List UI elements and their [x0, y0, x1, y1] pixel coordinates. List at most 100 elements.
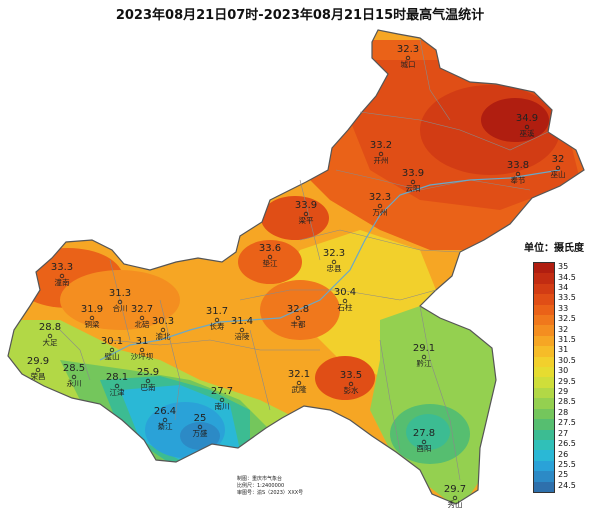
station-marker: 31 沙坪坝 — [131, 336, 154, 361]
station-dot — [47, 333, 53, 339]
stations-layer: 32.3 城口 34.9 巫溪 33.2 开州 33.9 云阳 33.8 奉节 32 巫山 32.3 万州… — [27, 44, 566, 509]
legend-title: 单位：摄氏度 — [524, 243, 584, 254]
legend-label: 34.5 — [558, 272, 576, 282]
station-name: 潼南 — [55, 277, 70, 287]
station-dot — [160, 327, 166, 333]
station-name: 秀山 — [448, 499, 463, 509]
legend-label: 30.5 — [558, 355, 576, 365]
station-dot — [35, 367, 41, 373]
legend-label: 28.5 — [558, 397, 576, 407]
legend-swatch — [534, 460, 554, 472]
station-dot — [71, 374, 77, 380]
station-dot — [331, 259, 337, 265]
legend-label: 25 — [558, 470, 569, 480]
station-name: 永川 — [67, 378, 82, 388]
station-dot — [109, 347, 115, 353]
station-name: 万盛 — [193, 428, 208, 438]
station-name: 南川 — [215, 401, 230, 411]
legend-label: 27 — [558, 428, 569, 438]
station-marker: 32.3 城口 — [397, 44, 419, 69]
station-value: 34.9 — [516, 113, 538, 124]
station-value: 31.9 — [81, 304, 103, 315]
station-marker: 32.1 武隆 — [288, 369, 310, 394]
legend-swatch — [534, 419, 554, 430]
legend-swatch — [534, 335, 554, 347]
station-name: 梁平 — [299, 216, 314, 225]
station-dot — [162, 417, 168, 423]
station-marker: 25.9 巴南 — [137, 367, 159, 392]
station-value: 27.8 — [413, 428, 435, 439]
station-name: 云阳 — [406, 184, 421, 193]
legend-label: 34 — [558, 283, 569, 293]
station-name: 万州 — [373, 208, 388, 217]
station-name: 黔江 — [417, 358, 432, 368]
station-marker: 33.9 梁平 — [295, 200, 317, 225]
station-name: 彭水 — [344, 385, 359, 395]
station-name: 合川 — [113, 303, 128, 313]
station-name: 长寿 — [210, 321, 225, 331]
station-dot — [117, 299, 123, 305]
station-name: 忠县 — [327, 264, 342, 273]
legend-label: 31.5 — [558, 335, 576, 345]
station-marker: 30.3 渝北 — [152, 316, 174, 341]
station-value: 25.9 — [137, 367, 159, 378]
station-marker: 29.9 荣昌 — [27, 356, 49, 381]
legend-swatch — [534, 325, 554, 336]
station-value: 28.5 — [63, 363, 85, 374]
legend-swatch — [534, 439, 554, 451]
station-marker: 31.4 涪陵 — [231, 316, 253, 341]
station-dot — [296, 380, 302, 386]
station-dot — [267, 254, 273, 260]
station-value: 28.1 — [106, 372, 128, 383]
legend-label: 31 — [558, 345, 569, 355]
station-value: 26.4 — [154, 406, 176, 417]
station-value: 32 — [552, 154, 565, 165]
station-marker: 33.6 垫江 — [259, 243, 281, 268]
station-marker: 29.7 秀山 — [444, 484, 466, 509]
station-value: 30.3 — [152, 316, 174, 327]
station-value: 30.4 — [334, 287, 356, 298]
station-marker: 28.5 永川 — [63, 363, 85, 388]
station-value: 32.3 — [323, 248, 345, 259]
station-marker: 33.8 奉节 — [507, 160, 529, 185]
station-marker: 33.9 云阳 — [402, 168, 424, 193]
map-info-line: 制图：重庆市气象台 — [237, 476, 283, 482]
station-name: 武隆 — [292, 384, 307, 394]
station-value: 33.6 — [259, 243, 281, 254]
legend-swatch — [534, 377, 554, 388]
station-marker: 25 万盛 — [193, 413, 208, 438]
legend-label: 33 — [558, 303, 569, 313]
station-value: 28.8 — [39, 322, 61, 333]
station-value: 27.7 — [211, 386, 233, 397]
station-value: 32.3 — [397, 44, 419, 55]
station-value: 31.3 — [109, 288, 131, 299]
station-value: 33.3 — [51, 262, 73, 273]
legend-swatch — [534, 315, 554, 326]
station-dot — [452, 495, 458, 501]
legend-swatch — [534, 294, 554, 305]
station-marker: 27.8 酉阳 — [413, 428, 435, 453]
legend-label: 33.5 — [558, 293, 576, 303]
station-dot — [303, 211, 309, 217]
station-dot — [214, 317, 220, 323]
station-value: 32.3 — [369, 192, 391, 203]
station-dot — [197, 424, 203, 430]
station-marker: 31.3 合川 — [109, 288, 131, 313]
station-dot — [295, 315, 301, 321]
station-value: 29.9 — [27, 356, 49, 367]
legend-swatch — [534, 398, 554, 409]
station-marker: 32.3 忠县 — [323, 248, 345, 273]
station-dot — [342, 298, 348, 304]
station-name: 綦江 — [158, 421, 173, 431]
legend-swatch — [534, 346, 554, 357]
legend-label: 26 — [558, 449, 569, 459]
station-dot — [239, 327, 245, 333]
station-value: 30.1 — [101, 336, 123, 347]
station-marker: 32.3 万州 — [369, 192, 391, 217]
station-name: 奉节 — [511, 175, 526, 185]
legend-swatch — [534, 450, 554, 461]
legend-swatch — [534, 273, 554, 284]
station-marker: 32.7 北碚 — [131, 304, 153, 329]
map-info-line: 审图号：渝S（2023）XXX号 — [237, 490, 304, 496]
